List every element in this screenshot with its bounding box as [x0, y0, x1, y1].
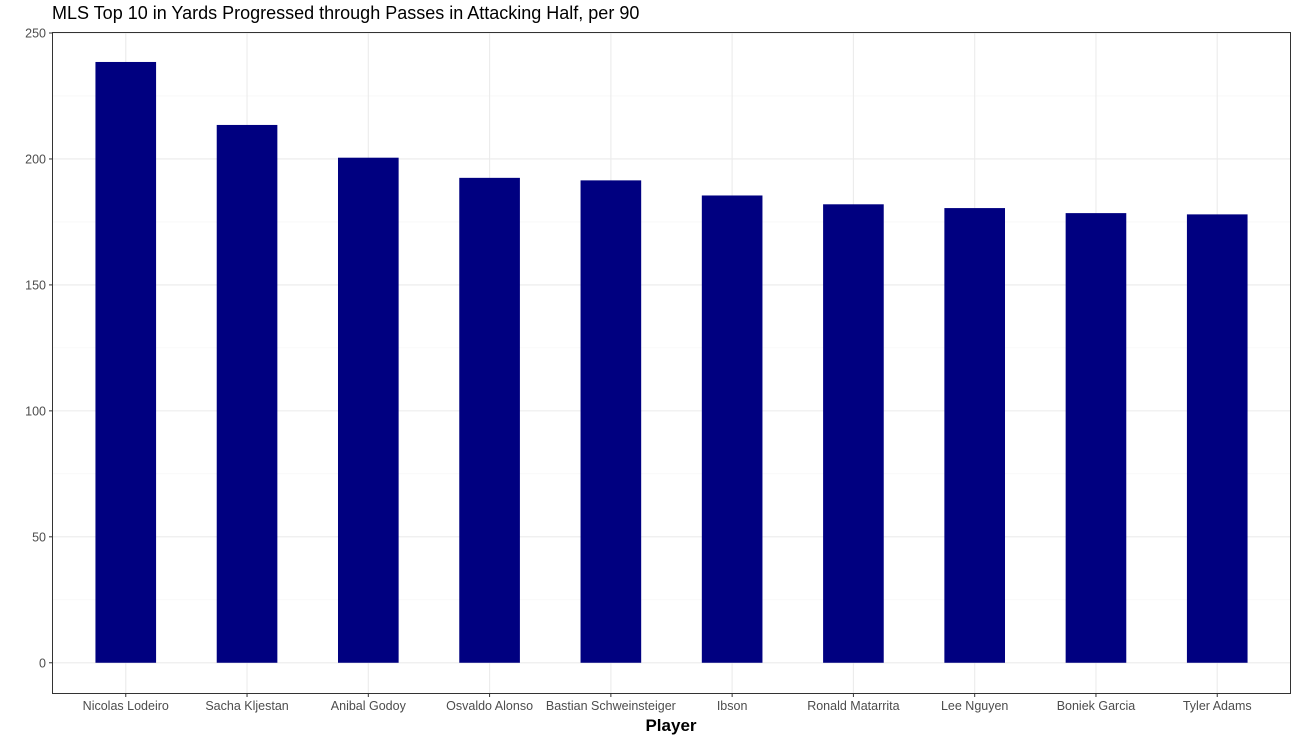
x-tick-label: Ronald Matarrita [807, 699, 899, 713]
x-axis-title: Player [645, 716, 696, 735]
bar [1065, 213, 1127, 663]
bar [337, 157, 399, 663]
chart-title: MLS Top 10 in Yards Progressed through P… [52, 3, 639, 23]
x-tick-label: Osvaldo Alonso [446, 699, 533, 713]
panel-border [52, 32, 1291, 694]
bar [580, 180, 642, 663]
x-tick-label: Ibson [717, 699, 748, 713]
bars [95, 61, 1248, 663]
y-tick-label: 250 [25, 27, 46, 41]
y-tick-label: 100 [25, 404, 46, 418]
x-tick-label: Anibal Godoy [331, 699, 407, 713]
x-axis: Nicolas Lodeiro Sacha Kljestan Anibal Godo… [83, 693, 1252, 713]
x-tick-label: Tyler Adams [1183, 699, 1252, 713]
bar [944, 208, 1006, 663]
x-tick-label: Nicolas Lodeiro [83, 699, 169, 713]
bar [216, 124, 278, 663]
x-tick-label: Boniek Garcia [1057, 699, 1136, 713]
bar [1186, 214, 1248, 663]
y-axis: 0 50 100 150 200 250 [25, 27, 53, 670]
y-tick-label: 200 [25, 152, 46, 166]
x-tick-label: Lee Nguyen [941, 699, 1008, 713]
bar [823, 204, 884, 663]
bar [459, 177, 520, 663]
y-tick-label: 150 [25, 278, 46, 292]
bar [701, 195, 763, 663]
y-tick-label: 50 [32, 530, 46, 544]
y-tick-label: 0 [39, 656, 46, 670]
bar [95, 61, 157, 663]
x-tick-label: Bastian Schweinsteiger [546, 699, 676, 713]
x-tick-label: Sacha Kljestan [205, 699, 288, 713]
